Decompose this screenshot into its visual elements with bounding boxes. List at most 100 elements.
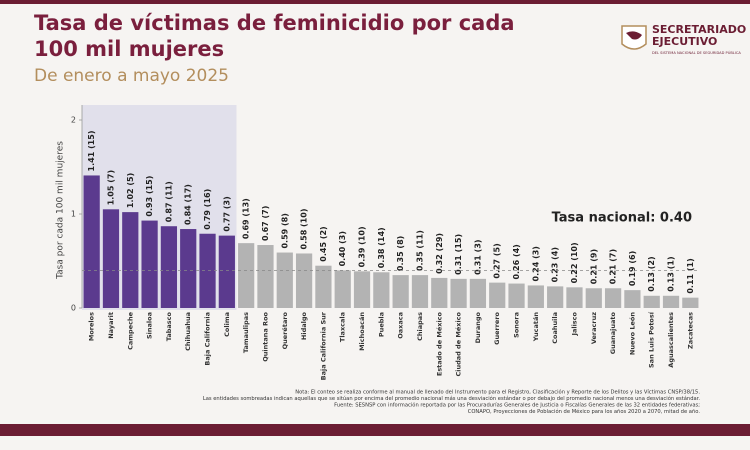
chart-subtitle: De enero a mayo 2025 — [34, 66, 229, 86]
x-tick-label: Chihuahua — [184, 312, 192, 351]
bar — [469, 278, 487, 308]
x-tick-label: Baja California Sur — [319, 311, 327, 380]
data-label: 0.27 (5) — [493, 243, 502, 278]
x-tick-label: Tamaulipas — [242, 312, 250, 353]
bar — [547, 286, 564, 308]
bar — [682, 297, 699, 308]
x-tick-label: Colima — [223, 312, 231, 337]
x-tick-label: Nuevo León — [628, 312, 636, 355]
data-label: 0.67 (7) — [261, 206, 270, 241]
x-tick-label: Coahuila — [551, 312, 559, 344]
logo-icon — [626, 31, 642, 40]
data-label: 0.35 (11) — [415, 230, 424, 271]
x-tick-label: San Luis Potosí — [648, 311, 656, 368]
x-tick-label: Durango — [474, 311, 482, 343]
data-label: 0.93 (15) — [145, 176, 154, 217]
data-label: 0.79 (16) — [203, 189, 212, 230]
bar — [604, 288, 622, 308]
bar — [180, 229, 197, 308]
bar — [334, 270, 351, 308]
x-tick-label: Puebla — [377, 312, 385, 337]
data-label: 0.21 (7) — [609, 249, 618, 284]
bar — [373, 272, 390, 308]
bar — [257, 245, 274, 308]
bar — [392, 275, 409, 308]
x-tick-label: Baja California — [204, 312, 212, 366]
data-label: 0.31 (3) — [473, 239, 482, 274]
bar — [431, 277, 448, 308]
data-label: 0.23 (4) — [551, 247, 560, 282]
x-tick-label: Yucatán — [532, 312, 540, 343]
y-tick-label: 0 — [71, 304, 76, 313]
data-label: 0.39 (10) — [358, 226, 367, 267]
x-tick-label: Tabasco — [165, 311, 173, 341]
x-tick-label: Morelos — [88, 312, 96, 341]
data-label: 1.05 (7) — [106, 170, 115, 205]
data-label: 0.69 (13) — [242, 198, 251, 239]
bar — [83, 175, 100, 308]
x-tick-label: Veracruz — [590, 312, 598, 344]
data-label: 0.13 (2) — [647, 256, 656, 291]
data-label: 0.24 (3) — [531, 246, 540, 281]
x-tick-label: Sinaloa — [146, 312, 154, 339]
bar — [276, 252, 293, 308]
data-label: 0.87 (11) — [164, 181, 173, 222]
bar — [353, 271, 371, 308]
data-label: 0.26 (4) — [512, 244, 521, 279]
data-label: 0.59 (8) — [280, 213, 289, 248]
x-tick-label: Aguascalientes — [667, 312, 675, 368]
bar — [450, 278, 467, 308]
logo: SECRETARIADO EJECUTIVO DEL SISTEMA NACION… — [621, 23, 746, 55]
logo-tagline: DEL SISTEMA NACIONAL DE SEGURIDAD PÚBLIC… — [652, 50, 741, 55]
top-band — [0, 0, 750, 4]
data-label: 0.77 (3) — [222, 196, 231, 231]
data-label: 1.02 (5) — [126, 173, 135, 208]
x-tick-label: Michoacán — [358, 312, 366, 351]
x-tick-label: Quintana Roo — [261, 311, 269, 361]
x-tick-label: Guanajuato — [609, 311, 617, 354]
bar — [160, 226, 178, 308]
bar — [508, 283, 525, 308]
bar — [141, 220, 158, 308]
y-axis-label: Tasa por cada 100 mil mujeres — [56, 141, 66, 280]
bar — [295, 253, 313, 308]
note: CONAPO, Proyecciones de Población de Méx… — [468, 408, 701, 415]
bar — [315, 265, 332, 308]
bar — [585, 288, 602, 308]
data-label: 0.84 (17) — [184, 184, 193, 225]
x-tick-label: Zacatecas — [686, 312, 694, 349]
data-label: 1.41 (15) — [87, 130, 96, 171]
y-tick-label: 2 — [71, 116, 76, 125]
data-label: 0.11 (1) — [686, 258, 695, 293]
bar — [411, 275, 429, 308]
data-label: 0.19 (6) — [628, 251, 637, 286]
data-label: 0.38 (14) — [377, 227, 386, 268]
data-label: 0.45 (2) — [319, 226, 328, 261]
x-tick-label: Hidalgo — [300, 311, 308, 340]
bar — [122, 212, 139, 308]
data-label: 0.32 (29) — [435, 233, 444, 274]
x-tick-label: Chiapas — [416, 312, 424, 341]
data-label: 0.22 (10) — [570, 242, 579, 283]
data-label: 0.21 (9) — [589, 249, 598, 284]
note: Las entidades sombreadas indican aquella… — [203, 395, 701, 402]
bar — [527, 285, 544, 308]
x-tick-label: Tlaxcala — [339, 312, 347, 342]
x-tick-label: Querétaro — [281, 311, 289, 349]
chart-title: Tasa de víctimas de feminicidio por cada… — [34, 11, 515, 61]
x-tick-label: Oaxaca — [397, 312, 405, 339]
data-label: 0.40 (3) — [338, 231, 347, 266]
notes: Nota: El conteo se realiza conforme al m… — [203, 389, 701, 416]
x-tick-label: Jalisco — [570, 311, 578, 336]
x-tick-label: Campeche — [126, 311, 134, 349]
bar — [662, 295, 680, 308]
data-label: 0.31 (15) — [454, 234, 463, 275]
note: Fuente: SESNSP con información reportada… — [334, 402, 700, 409]
data-label: 0.35 (8) — [396, 236, 405, 271]
x-tick-label: Estado de México — [435, 311, 443, 376]
bar — [199, 233, 216, 308]
bar — [102, 209, 120, 308]
bar — [566, 287, 583, 308]
logo-name: SECRETARIADO EJECUTIVO — [652, 23, 746, 48]
